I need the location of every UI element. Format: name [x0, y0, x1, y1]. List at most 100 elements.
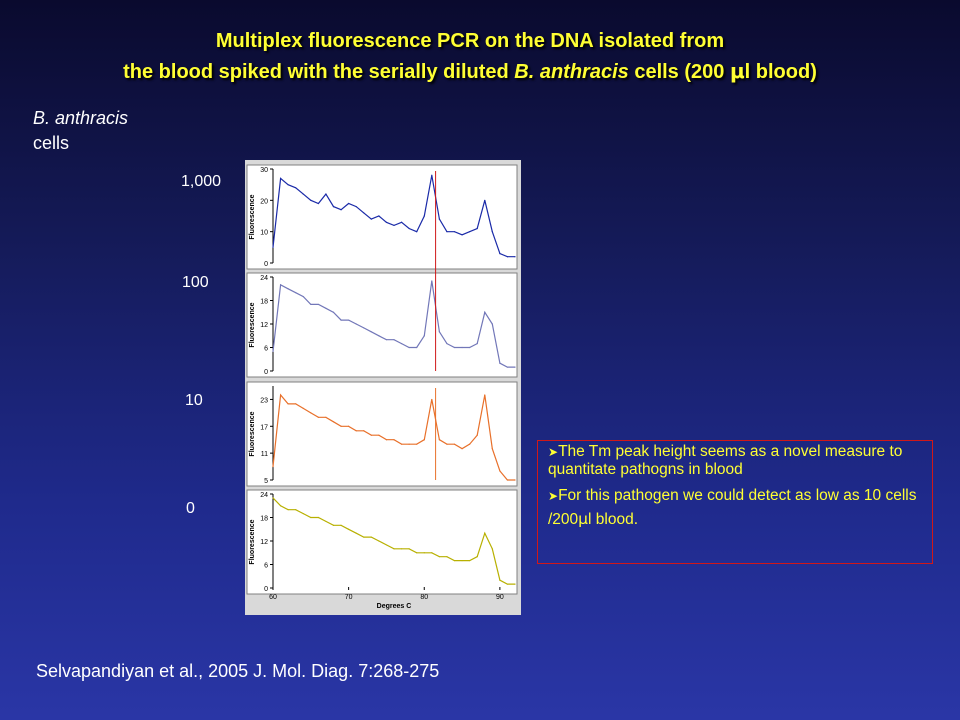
row-label-100: 100 [182, 274, 209, 291]
panel-3-point-4 [302, 512, 304, 515]
panel-0-point-1 [279, 177, 282, 179]
title-species: B. anthracis [514, 61, 629, 83]
panel-2-point-2 [287, 403, 289, 405]
subject-word: cells [33, 133, 70, 153]
panel-3-y-tick-label-4: 0 [264, 586, 268, 593]
panel-0-point-4 [302, 193, 304, 195]
panel-2-point-18 [408, 443, 410, 445]
melt-curve-figure: 30 20 10 0 Fluorescence 24 18 12 6 0 Fluorescence 2… [245, 160, 521, 615]
panel-3-point-32 [514, 583, 516, 585]
panel-0-point-9 [340, 209, 342, 211]
panel-3-point-22 [438, 556, 440, 558]
panel-1-point-2 [287, 288, 289, 290]
note-bullet-2-text-post: l blood. [588, 511, 639, 528]
panel-3-y-label: Fluorescence [249, 519, 256, 564]
panel-0-point-3 [295, 187, 297, 189]
panel-3-y-tick-label-0: 24 [260, 492, 268, 499]
panel-3-point-24 [453, 559, 456, 562]
panel-3-y-tick-label-2: 12 [260, 539, 268, 546]
panel-1-point-32 [514, 366, 516, 368]
panel-2-point-10 [348, 425, 350, 427]
panel-3-point-13 [370, 536, 372, 538]
bullet-arrow-icon: ➤ [548, 489, 559, 503]
panel-1-point-6 [317, 303, 319, 306]
panel-2-y-label: Fluorescence [249, 411, 256, 456]
panel-3-point-21 [431, 552, 433, 554]
panel-2-point-20 [423, 439, 425, 441]
panel-2-point-4 [302, 407, 304, 409]
panel-0-point-24 [453, 231, 456, 233]
panel-0-background [246, 164, 518, 270]
panel-2-point-12 [363, 430, 365, 432]
panel-2-point-28 [484, 394, 486, 396]
panel-2-point-26 [469, 443, 471, 445]
panel-3-point-15 [385, 544, 388, 546]
panel-1-y-tick-label-2: 12 [260, 322, 268, 329]
panel-3-point-10 [348, 528, 350, 530]
panel-3-point-17 [400, 548, 403, 550]
subject-label: B. anthracis cells [33, 106, 128, 156]
row-label-1000: 1,000 [181, 173, 222, 190]
panel-0-point-15 [385, 221, 388, 223]
panel-0-y-tick-label-3: 0 [264, 261, 268, 268]
panel-2-point-13 [370, 434, 372, 436]
subject-species: B. anthracis [33, 108, 129, 128]
title-line-2-post-b: l blood) [744, 61, 817, 83]
panel-1-point-23 [446, 342, 448, 345]
panel-2-point-15 [385, 439, 388, 441]
panel-0-point-0 [272, 246, 274, 248]
panel-0-point-25 [461, 234, 463, 236]
panel-2-point-32 [514, 479, 516, 481]
panel-1-point-7 [325, 307, 327, 309]
panel-0-point-21 [431, 174, 433, 176]
panel-0-point-23 [446, 231, 448, 233]
panel-2-y-tick-label-3: 5 [264, 478, 268, 485]
note-bullet-1-text: The Tm peak height seems as a novel meas… [548, 443, 903, 478]
slide-title: Multiplex fluorescence PCR on the DNA is… [0, 26, 940, 87]
panel-0-point-8 [332, 206, 335, 208]
panel-3-point-11 [355, 532, 357, 534]
citation: Selvapandiyan et al., 2005 J. Mol. Diag.… [36, 661, 440, 681]
panel-0-point-19 [416, 231, 418, 233]
panel-0-point-16 [393, 224, 395, 226]
panel-1-point-11 [355, 323, 357, 325]
notes-box: ➤The Tm peak height seems as a novel mea… [537, 440, 933, 564]
panel-1-y-label: Fluorescence [249, 302, 256, 347]
panel-3-point-29 [491, 548, 493, 550]
panel-1-point-26 [469, 346, 471, 349]
panel-3-point-9 [340, 524, 342, 526]
panel-3-background [246, 489, 518, 595]
panel-1-point-8 [332, 311, 335, 313]
panel-2-point-17 [400, 443, 403, 445]
panel-1-point-29 [491, 323, 493, 325]
panel-2-point-7 [325, 416, 327, 418]
panel-0-y-label: Fluorescence [249, 194, 256, 239]
panel-0-y-tick-label-1: 20 [260, 198, 268, 205]
panel-3-point-19 [416, 552, 418, 554]
x-axis-label: Degrees C [377, 603, 412, 610]
panel-1-point-31 [506, 366, 509, 368]
panel-0-point-22 [438, 218, 440, 220]
panel-3-point-27 [476, 556, 478, 558]
panel-3-point-3 [295, 509, 297, 511]
melt-curve-chart: 3020100Fluorescence24181260Fluorescence2… [245, 160, 521, 615]
panel-2-point-11 [355, 430, 357, 432]
panel-0-point-13 [370, 218, 372, 220]
panel-2-point-0 [272, 465, 274, 468]
panel-2-point-5 [310, 412, 312, 414]
panel-1-y-tick-label-3: 6 [264, 346, 268, 353]
row-label-0: 0 [186, 500, 195, 517]
panel-0-point-18 [408, 227, 410, 230]
panel-0-point-26 [469, 231, 471, 233]
title-line-2: the blood spiked with the serially dilut… [0, 56, 940, 87]
x-tick-label-3: 90 [496, 594, 504, 601]
panel-3-point-2 [287, 509, 289, 511]
panel-1-point-18 [408, 346, 410, 349]
panel-1-point-1 [279, 284, 282, 286]
panel-0-point-11 [355, 206, 357, 208]
panel-3-point-14 [378, 540, 380, 542]
panel-1-point-0 [272, 350, 274, 353]
bullet-arrow-icon: ➤ [548, 445, 559, 459]
panel-2-point-30 [499, 470, 501, 472]
panel-2-point-9 [340, 425, 342, 427]
